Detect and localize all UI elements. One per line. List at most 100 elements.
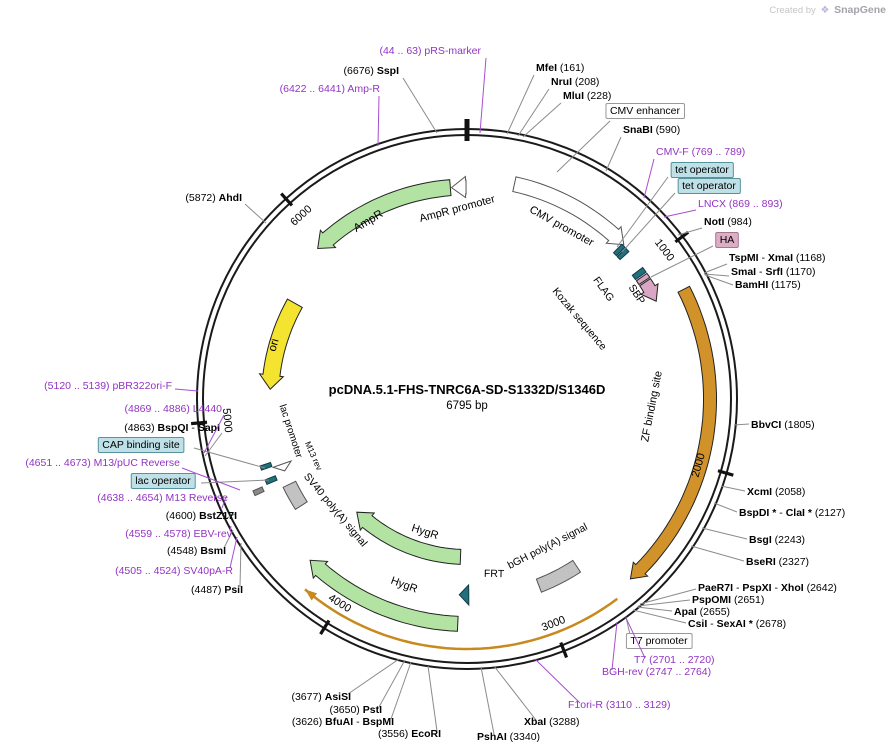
feature-label-sv40-polya-signal: SV40 poly(A) signal: [301, 471, 369, 549]
feature-lac-promoter: [271, 460, 293, 472]
feature-unlabeled-gold-arc: [304, 588, 619, 651]
svg-text:(44 .. 63) pRS-marker: (44 .. 63) pRS-marker: [379, 45, 481, 57]
callout-PshAI: PshAI (3340): [477, 666, 540, 743]
svg-text:XcmI (2058): XcmI (2058): [747, 486, 805, 498]
feature-label-hygr-outer: HygR: [389, 575, 419, 596]
callout-pRS-marker: (44 .. 63) pRS-marker: [379, 45, 487, 134]
callout-SV40pA-R: (4505 .. 4524) SV40pA-R: [115, 536, 238, 577]
callout-HA: HA: [650, 232, 739, 278]
callout-T7-promoter: T7 promoter: [625, 616, 693, 649]
svg-text:(4869 .. 4886) L4440: (4869 .. 4886) L4440: [125, 403, 223, 415]
svg-text:PaeR7I - PspXI - XhoI (264: PaeR7I - PspXI - XhoI (2642): [698, 582, 837, 594]
svg-text:MluI (228): MluI (228): [563, 90, 611, 102]
svg-text:SnaBI (590): SnaBI (590): [623, 124, 680, 136]
feature-sv40-polya-signal: [282, 480, 308, 511]
feature-sbp-tag: [639, 277, 659, 302]
svg-text:(4638 .. 4654) M13 Reverse: (4638 .. 4654) M13 Reverse: [97, 492, 228, 504]
svg-text:BGH-rev (2747 .. 2764): BGH-rev (2747 .. 2764): [602, 666, 711, 678]
callout-BGH-rev: BGH-rev (2747 .. 2764): [602, 621, 711, 678]
callout-tet-operator-2: tet operator: [621, 178, 741, 253]
callout-ApaI: ApaI (2655): [636, 606, 730, 618]
tick-label: 5000: [220, 408, 234, 433]
callout-CMV-enhancer: CMV enhancer: [556, 103, 686, 173]
svg-text:BseRI (2327): BseRI (2327): [746, 556, 809, 568]
svg-text:(6422 .. 6441) Amp-R: (6422 .. 6441) Amp-R: [280, 83, 381, 95]
callout-NotI: NotI (984): [677, 216, 752, 236]
callout-BsmI: (4548) BsmI: [167, 529, 234, 557]
svg-text:(5872) AhdI: (5872) AhdI: [185, 192, 242, 204]
svg-text:lac operator: lac operator: [135, 475, 191, 487]
callout-PspOMI: PspOMI (2651): [637, 594, 764, 607]
feature-ha-tag: [635, 272, 651, 286]
callout-BspQI-SapI: (4863) BspQI - SapI: [124, 422, 223, 457]
feature-bgh-polya-signal: [535, 559, 582, 593]
svg-text:TspMI - XmaI (1168): TspMI - XmaI (1168): [729, 252, 826, 264]
callout-EcoRI: (3556) EcoRI: [378, 665, 441, 740]
svg-text:(4548) BsmI: (4548) BsmI: [167, 545, 226, 557]
callout-TspMI-XmaI: TspMI - XmaI (1168): [703, 252, 826, 274]
watermark-created-by: Created by: [769, 5, 816, 16]
plasmid-center-label: pcDNA.5.1-FHS-TNRC6A-SD-S1332D/S1346D 67…: [329, 382, 606, 412]
feature-label-flag: FLAG: [591, 275, 617, 304]
callout-pBR322ori-F: (5120 .. 5139) pBR322ori-F: [44, 380, 199, 392]
svg-text:CsiI - SexAI * (2678): CsiI - SexAI * (2678): [688, 618, 786, 630]
svg-text:BsgI (2243): BsgI (2243): [749, 534, 805, 546]
callout-CsiI-SexAI: CsiI - SexAI * (2678): [632, 609, 786, 630]
svg-text:(3677) AsiSI: (3677) AsiSI: [291, 691, 351, 703]
snapgene-logo-icon: ❖: [820, 5, 830, 16]
feature-ampr: [317, 179, 452, 250]
callout-F1ori-R: F1ori-R (3110 .. 3129): [534, 658, 671, 711]
feature-ampr-promoter: [450, 175, 467, 199]
callout-MfeI: MfeI (161): [506, 62, 584, 135]
svg-text:tet operator: tet operator: [675, 164, 729, 176]
callout-Amp-R: (6422 .. 6441) Amp-R: [280, 83, 381, 147]
watermark: Created by ❖ SnapGene: [769, 4, 886, 16]
svg-text:(4487) PsiI: (4487) PsiI: [191, 584, 243, 596]
svg-text:BamHI (1175): BamHI (1175): [735, 279, 801, 291]
tick-label: 1000: [652, 237, 676, 264]
svg-text:BspDI * - ClaI * (2127): BspDI * - ClaI * (2127): [739, 507, 845, 519]
feature-label-lac-promoter: lac promoter: [277, 403, 305, 460]
svg-text:PshAI (3340): PshAI (3340): [477, 731, 540, 743]
svg-text:MfeI (161): MfeI (161): [536, 62, 584, 74]
feature-frt: [458, 583, 470, 607]
svg-text:BbvCI (1805): BbvCI (1805): [751, 419, 815, 431]
callout-BsgI: BsgI (2243): [701, 527, 805, 546]
callout-BspDI-ClaI: BspDI * - ClaI * (2127): [713, 502, 845, 519]
feature-hygr-inner: [356, 511, 462, 565]
callout-CMV-F: CMV-F (769 .. 789): [643, 146, 745, 199]
feature-zf-binding-site: [629, 285, 717, 580]
feature-cmv-promoter: [512, 176, 625, 246]
feature-label-frt: FRT: [484, 568, 505, 580]
tick-label: 6000: [288, 203, 314, 228]
callout-EBV-rev: (4559 .. 4578) EBV-rev: [125, 525, 233, 540]
svg-text:(5120 .. 5139) pBR322ori-F: (5120 .. 5139) pBR322ori-F: [44, 380, 172, 392]
callout-CAP-binding-site: CAP binding site: [97, 437, 266, 469]
svg-text:CMV enhancer: CMV enhancer: [610, 105, 681, 117]
svg-text:XbaI (3288): XbaI (3288): [524, 716, 579, 728]
callout-NruI: NruI (208): [517, 76, 599, 137]
svg-text:F1ori-R (3110 .. 3129): F1ori-R (3110 .. 3129): [568, 699, 671, 711]
watermark-brand: SnapGene: [834, 4, 886, 16]
svg-text:(3556) EcoRI: (3556) EcoRI: [378, 728, 441, 740]
callout-BfuAI-BspMI: (3626) BfuAI - BspMI: [292, 661, 412, 728]
plasmid-name: pcDNA.5.1-FHS-TNRC6A-SD-S1332D/S1346D: [328, 382, 606, 397]
feature-label-hygr-inner: HygR: [410, 522, 440, 542]
feature-label-ori: ori: [267, 337, 282, 353]
feature-lac-operator: [264, 475, 278, 486]
callout-XcmI: XcmI (2058): [720, 485, 805, 498]
svg-text:ApaI (2655): ApaI (2655): [674, 606, 730, 618]
svg-text:(3650) PstI: (3650) PstI: [329, 704, 382, 716]
feature-flag-tag: [631, 266, 647, 281]
svg-text:LNCX (869 .. 893): LNCX (869 .. 893): [698, 198, 783, 210]
callout-BseRI: BseRI (2327): [690, 545, 809, 568]
svg-text:NotI (984): NotI (984): [704, 216, 752, 228]
callout-M13-Reverse: (4638 .. 4654) M13 Reverse: [97, 492, 228, 509]
callout-PsiI: (4487) PsiI: [191, 542, 243, 596]
feature-label-bgh-polya-signal: bGH poly(A) signal: [506, 521, 590, 572]
backbone-circle: [196, 119, 738, 670]
callout-PstI: (3650) PstI: [329, 659, 406, 716]
callout-BbvCI: BbvCI (1805): [733, 419, 815, 431]
callout-M13-pUC-Reverse: (4651 .. 4673) M13/pUC Reverse: [25, 457, 241, 491]
